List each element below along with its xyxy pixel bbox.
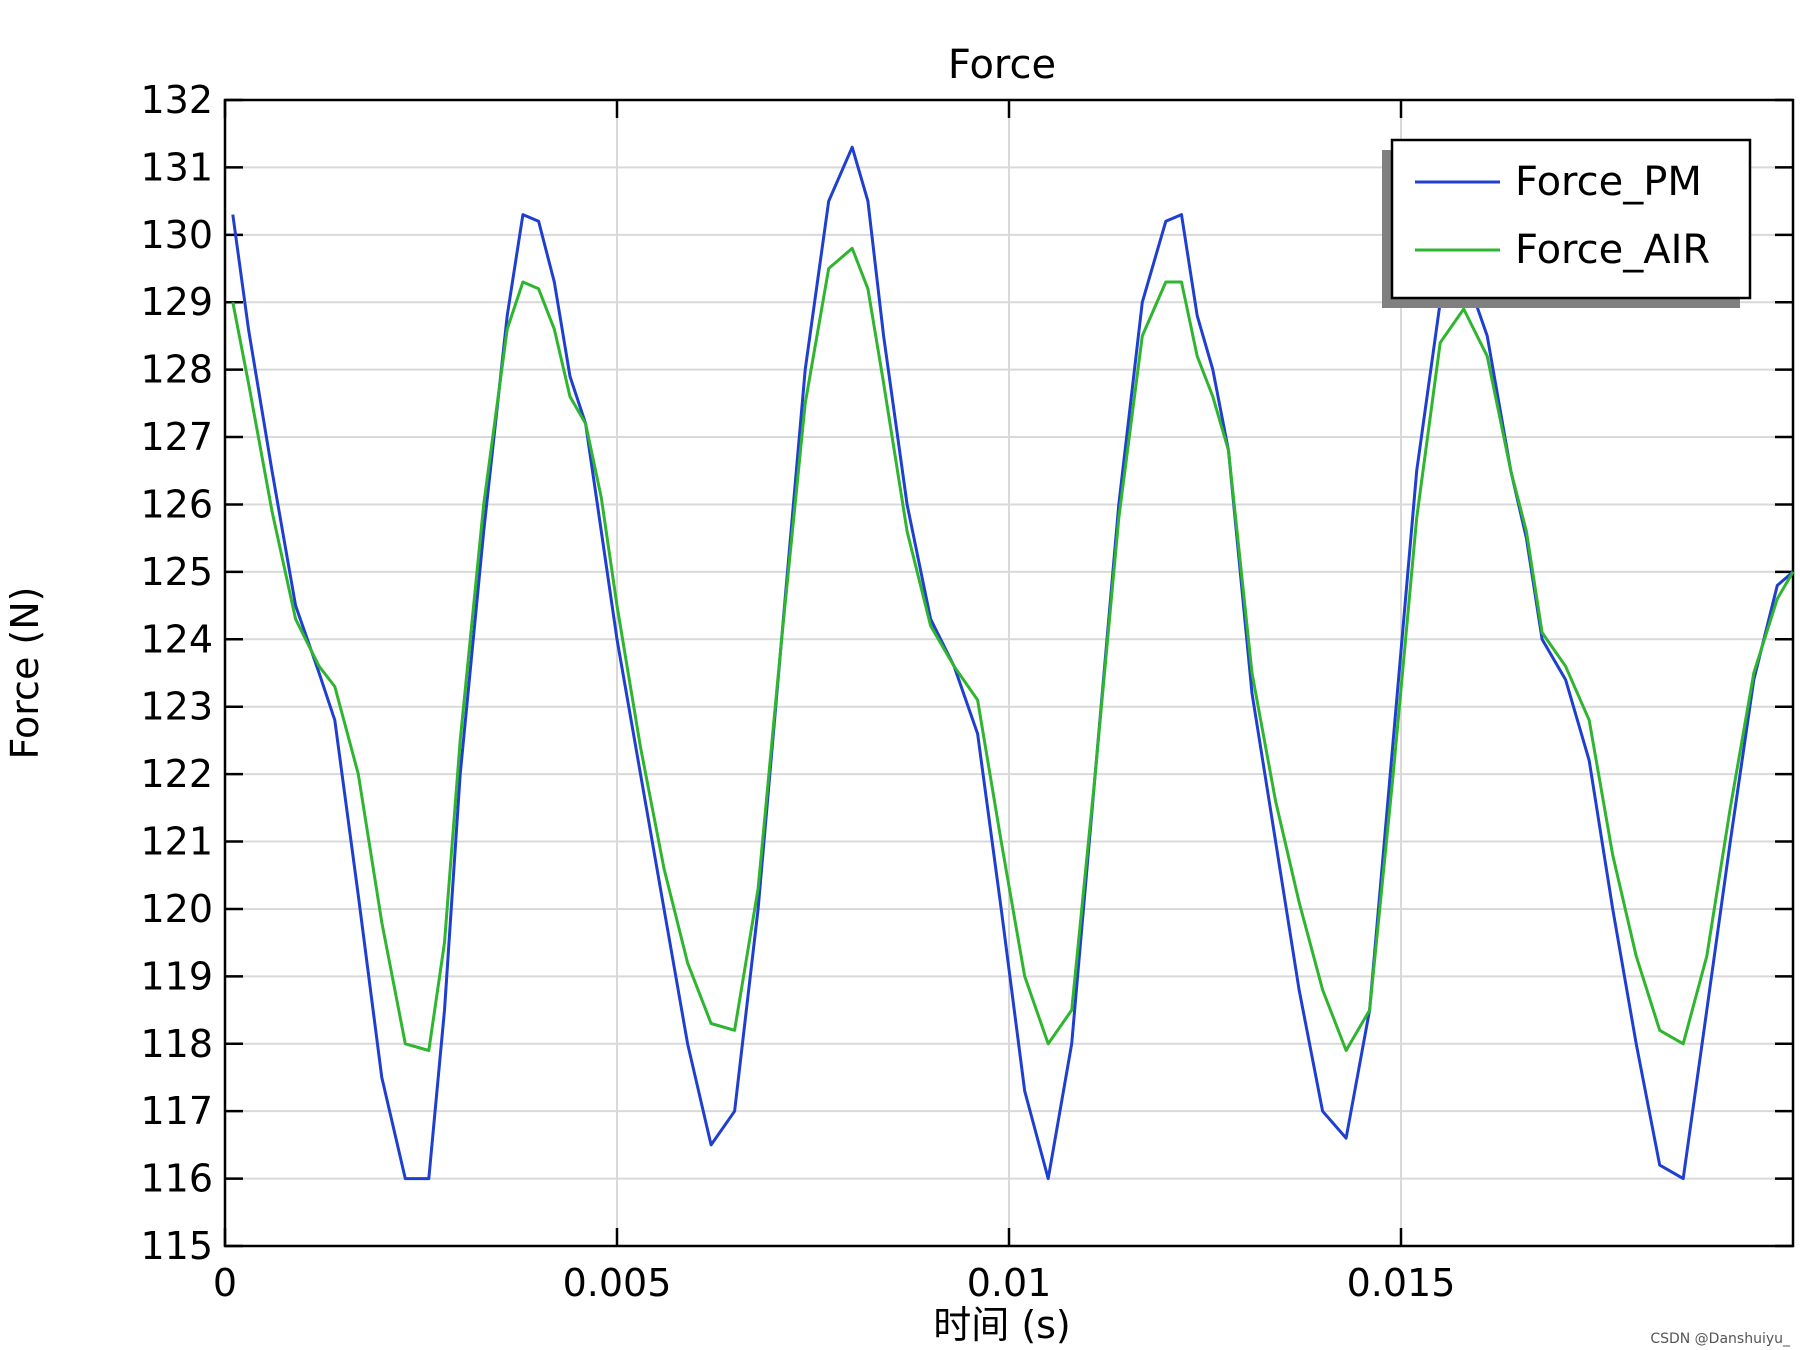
legend-label-force-pm: Force_PM: [1515, 159, 1702, 205]
y-tick-label: 116: [140, 1157, 213, 1201]
x-tick-label: 0.01: [967, 1261, 1052, 1305]
y-tick-label: 123: [140, 685, 213, 729]
y-axis-title: Force (N): [3, 587, 47, 760]
y-tick-label: 118: [140, 1022, 213, 1066]
y-tick-label: 117: [140, 1089, 213, 1133]
y-tick-label: 128: [140, 348, 213, 392]
y-tick-label: 121: [140, 820, 213, 864]
y-tick-label: 115: [140, 1224, 213, 1268]
legend: Force_PM Force_AIR: [1382, 138, 1752, 308]
legend-box: [1390, 138, 1752, 300]
series-line-force-air: [231, 246, 1795, 1052]
y-tick-label: 122: [140, 752, 213, 796]
y-tick-label: 127: [140, 415, 213, 459]
x-tick-label: 0: [213, 1261, 237, 1305]
axis-ticks: [223, 98, 1793, 1248]
x-tick-label: 0.015: [1347, 1261, 1456, 1305]
series-lines: [231, 145, 1795, 1181]
x-tick-label: 0.005: [563, 1261, 672, 1305]
watermark: CSDN @Danshuiyu_: [1650, 1331, 1791, 1347]
y-tick-label: 125: [140, 550, 213, 594]
y-tick-label: 119: [140, 954, 213, 998]
y-tick-label: 124: [140, 617, 213, 661]
y-tick-label: 129: [140, 280, 213, 324]
y-tick-label: 120: [140, 887, 213, 931]
y-tick-label: 126: [140, 482, 213, 526]
x-axis-title: 时间 (s): [933, 1303, 1071, 1347]
chart-title: Force: [948, 42, 1056, 88]
x-tick-labels: 0 0.005 0.01 0.015: [213, 1261, 1455, 1305]
legend-label-force-air: Force_AIR: [1515, 227, 1710, 273]
y-tick-label: 130: [140, 213, 213, 257]
y-tick-labels: 115 116 117 118 119 120 121 122 123 124 125 126 127 1…: [140, 78, 213, 1268]
y-tick-label: 131: [140, 145, 213, 189]
y-tick-label: 132: [140, 78, 213, 122]
